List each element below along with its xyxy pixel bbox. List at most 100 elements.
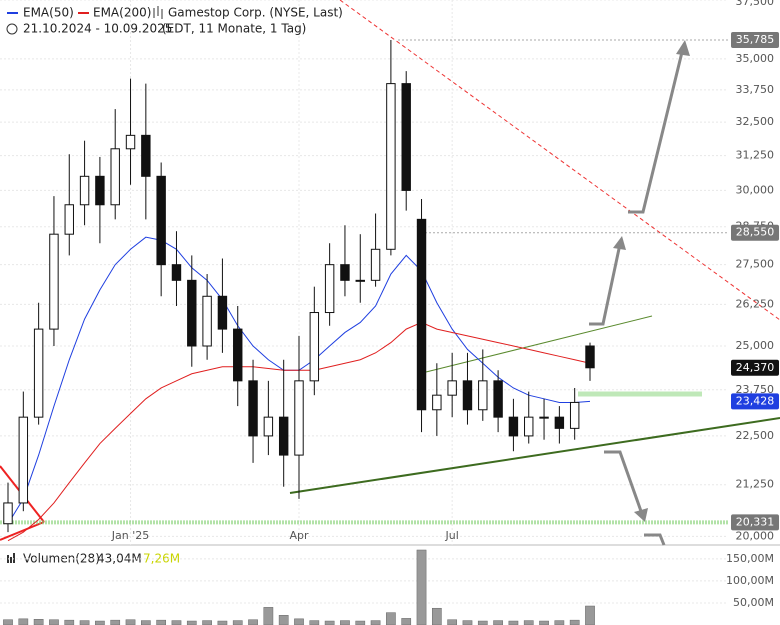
volume-bar xyxy=(447,619,458,625)
y-tick-label: 35,000 xyxy=(736,52,775,65)
y-tick-label: 33,750 xyxy=(736,83,775,96)
volume-bar xyxy=(217,620,228,625)
y-tick-label: 150,00M xyxy=(726,552,774,565)
y-tick-label: 20,000 xyxy=(736,529,775,542)
candle-body xyxy=(95,175,105,206)
candle-body xyxy=(585,345,595,369)
volume-bar xyxy=(355,620,366,625)
arrowhead xyxy=(634,508,648,522)
level-box xyxy=(731,359,779,376)
y-tick-label: 21,250 xyxy=(736,478,775,491)
level-box xyxy=(731,514,779,531)
candle-body xyxy=(493,380,503,418)
volume-bar xyxy=(401,618,412,625)
y-tick-label: 30,000 xyxy=(736,183,775,196)
level-label: 23,428 xyxy=(736,394,775,407)
candle-body xyxy=(478,380,488,411)
arrowhead xyxy=(613,236,626,250)
volume-bar xyxy=(202,620,212,625)
volume-bar xyxy=(523,620,534,625)
candle-body xyxy=(64,204,74,235)
legend-ema50: EMA(50) xyxy=(23,6,74,20)
volume-bar xyxy=(263,607,274,625)
volume-bar xyxy=(416,549,427,625)
candle-body xyxy=(539,416,549,419)
candle-body xyxy=(171,264,182,281)
candle-body xyxy=(447,380,457,396)
volume-bar xyxy=(554,620,565,625)
volume-bar xyxy=(248,619,258,625)
candle-body xyxy=(416,218,427,411)
candle-body xyxy=(18,416,29,504)
candle-body xyxy=(508,416,519,437)
level-label: 20,331 xyxy=(736,515,775,528)
candle-body xyxy=(554,416,565,429)
candle-body xyxy=(156,175,166,266)
volume-bar xyxy=(33,619,44,625)
y-tick-label: 37,500 xyxy=(736,0,775,8)
legend-ema200: EMA(200) xyxy=(93,6,151,20)
candle-body xyxy=(524,416,534,437)
candle-body xyxy=(141,134,151,177)
volume-bar xyxy=(110,619,121,625)
y-tick-label: 32,500 xyxy=(736,115,775,128)
candle-body xyxy=(432,394,442,411)
y-tick-label: 25,000 xyxy=(736,339,775,352)
volume-bar xyxy=(64,619,75,625)
level-box xyxy=(731,224,779,241)
y-tick-label: 50,00M xyxy=(733,596,774,609)
volume-legend-value: 43,04M xyxy=(97,552,142,566)
arrows xyxy=(589,47,685,546)
volume-bar xyxy=(569,619,580,625)
volume-bar xyxy=(49,619,59,625)
volume-bar xyxy=(493,620,503,625)
volume-bar xyxy=(232,620,243,625)
candle-body xyxy=(233,328,243,382)
candle-body xyxy=(79,175,90,206)
volume-bar xyxy=(278,615,289,625)
level-box xyxy=(731,31,779,48)
volume-bar xyxy=(324,620,335,625)
y-tick-label: 31,250 xyxy=(736,149,775,162)
volume-bar xyxy=(125,619,136,625)
clock-icon xyxy=(6,23,18,35)
volume-bar xyxy=(309,620,320,625)
volume-bar xyxy=(294,618,304,625)
volume-bar xyxy=(340,620,350,625)
level-label: 35,785 xyxy=(736,33,775,46)
volume-bar xyxy=(585,605,595,625)
candle-body xyxy=(125,134,136,150)
volume-bar xyxy=(539,620,549,625)
red-marker xyxy=(0,521,45,541)
candle-body xyxy=(340,264,350,281)
arrow xyxy=(644,533,666,546)
volume-bar xyxy=(140,620,151,625)
candle-body xyxy=(278,416,289,456)
y-tick-label: 26,250 xyxy=(736,297,775,310)
candle-body xyxy=(49,233,59,330)
volume-bar xyxy=(508,620,519,625)
arrowheads xyxy=(613,40,690,522)
x-tick-label: Apr xyxy=(289,529,309,542)
level-label: 24,370 xyxy=(736,361,775,374)
date-range: 21.10.2024 - 10.09.2025 xyxy=(23,22,172,36)
volume-bar xyxy=(79,620,90,625)
candle-body xyxy=(263,416,274,437)
candle-body xyxy=(3,502,13,525)
candle-body xyxy=(110,148,120,206)
volume-bar xyxy=(171,620,182,625)
volume-bar xyxy=(386,612,396,625)
volume-bar xyxy=(186,620,197,625)
chart-title: Gamestop Corp. (NYSE, Last) xyxy=(168,6,343,20)
candle-body xyxy=(309,312,320,382)
drawings xyxy=(0,0,780,546)
candle-body xyxy=(248,380,258,437)
level-box xyxy=(731,393,779,410)
candle-icon xyxy=(153,6,163,19)
candle-body xyxy=(355,279,365,282)
candle-body xyxy=(386,83,396,250)
x-tick-label: Jan '25 xyxy=(111,529,149,542)
period-note: (EDT, 11 Monate, 1 Tag) xyxy=(162,22,306,36)
volume-bar xyxy=(156,619,167,625)
volume-bar xyxy=(370,620,381,625)
